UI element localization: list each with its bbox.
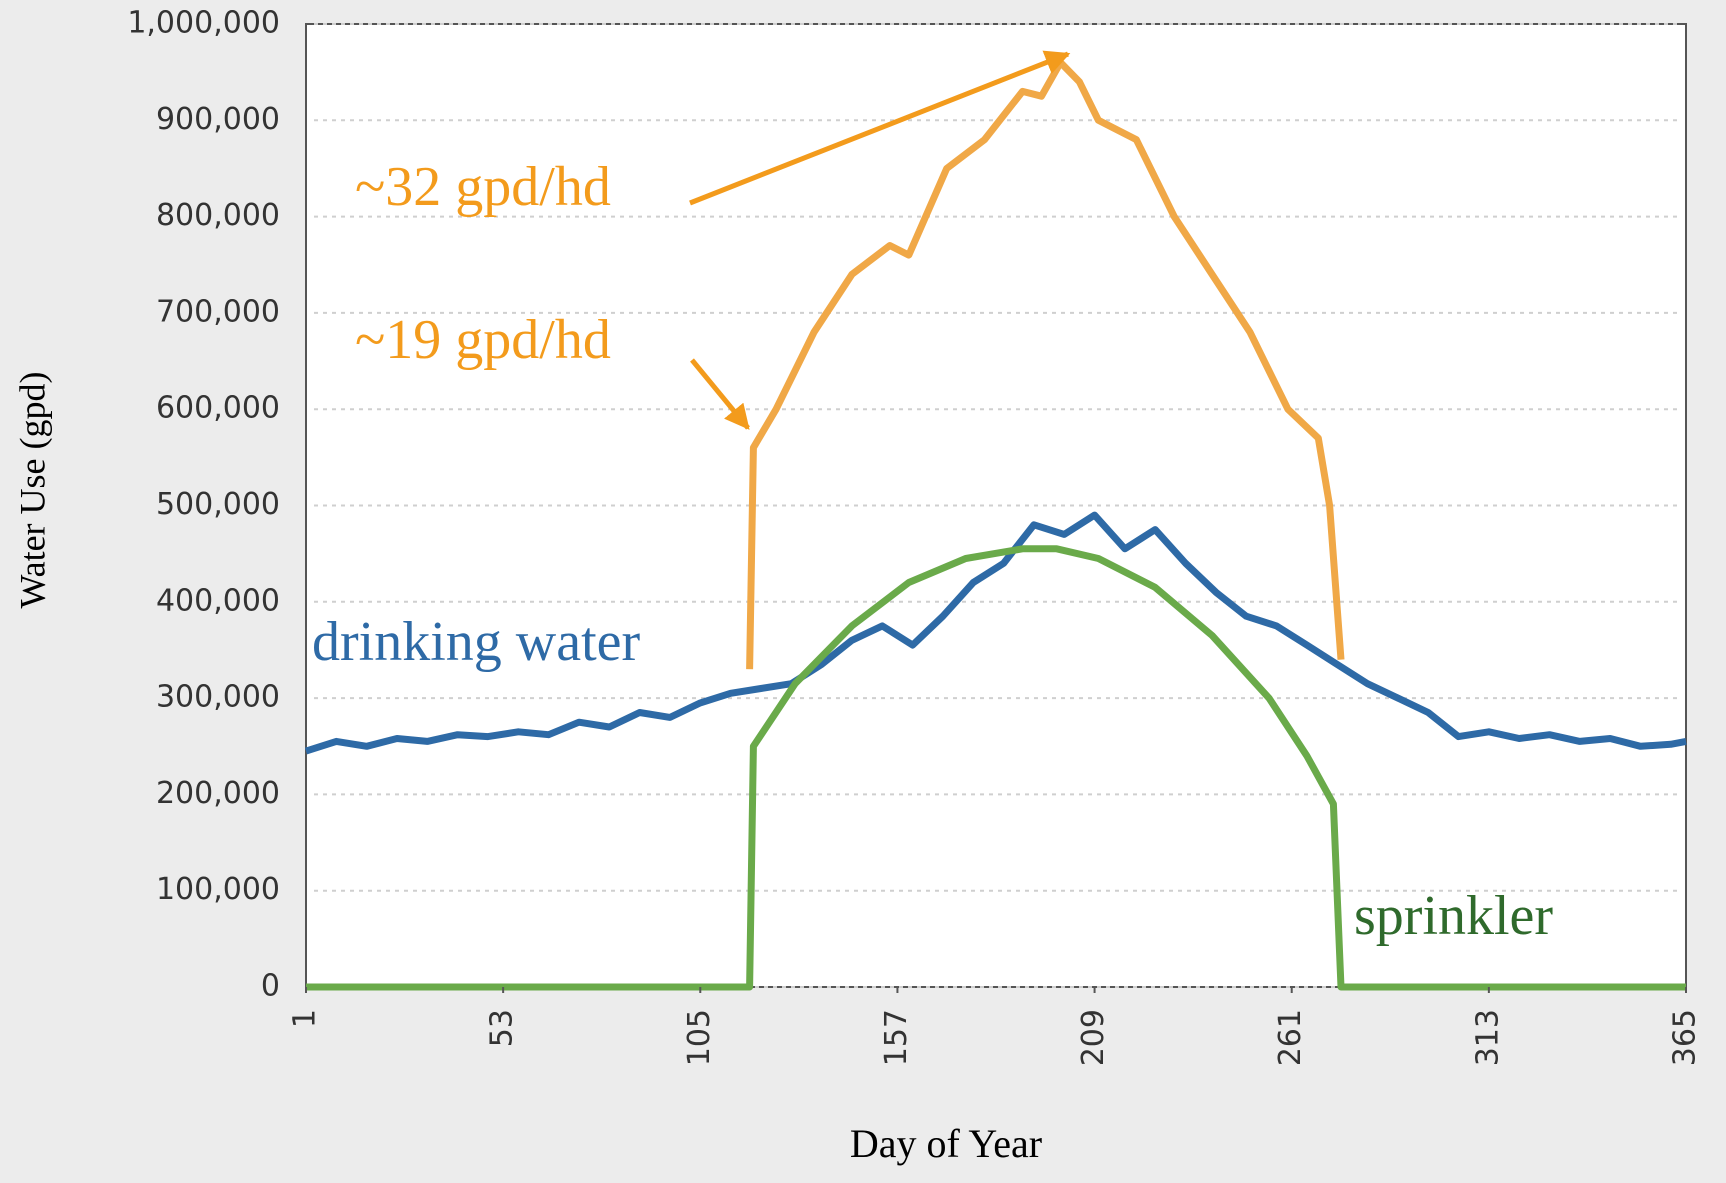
series-line [304,511,1687,755]
y-tick-label: 100,000 [156,872,280,907]
y-axis-label: Water Use (gpd) [12,371,52,608]
y-tick-label: 400,000 [156,583,280,618]
y-tick-label: 200,000 [156,776,280,811]
x-tick-label: 365 [1668,1009,1703,1066]
x-tick-label: 157 [879,1009,914,1066]
series-line [306,545,1686,991]
x-tick-label: 105 [682,1009,717,1066]
series-label: drinking water [312,611,640,673]
y-tick-label: 700,000 [156,294,280,329]
annotation: ~19 gpd/hd [355,309,611,371]
y-tick-label: 0 [261,969,280,1004]
annotation-arrow [690,358,750,430]
y-tick-label: 1,000,000 [127,6,280,41]
x-axis-label: Day of Year [850,1121,1042,1166]
series-label: sprinkler [1354,885,1553,947]
series-line [746,59,1345,670]
annotation: ~32 gpd/hd [355,156,611,218]
annotation-arrow [689,50,1071,206]
y-tick-label: 500,000 [156,487,280,522]
x-tick-label: 261 [1273,1009,1308,1066]
y-tick-label: 300,000 [156,680,280,715]
y-tick-label: 600,000 [156,391,280,426]
y-tick-label: 800,000 [156,198,280,233]
plot-area [305,23,1687,988]
x-tick-label: 209 [1076,1009,1111,1066]
y-tick-label: 900,000 [156,102,280,137]
x-tick-label: 313 [1470,1009,1505,1066]
x-tick-label: 53 [485,1009,520,1047]
x-tick-label: 1 [288,1009,323,1028]
